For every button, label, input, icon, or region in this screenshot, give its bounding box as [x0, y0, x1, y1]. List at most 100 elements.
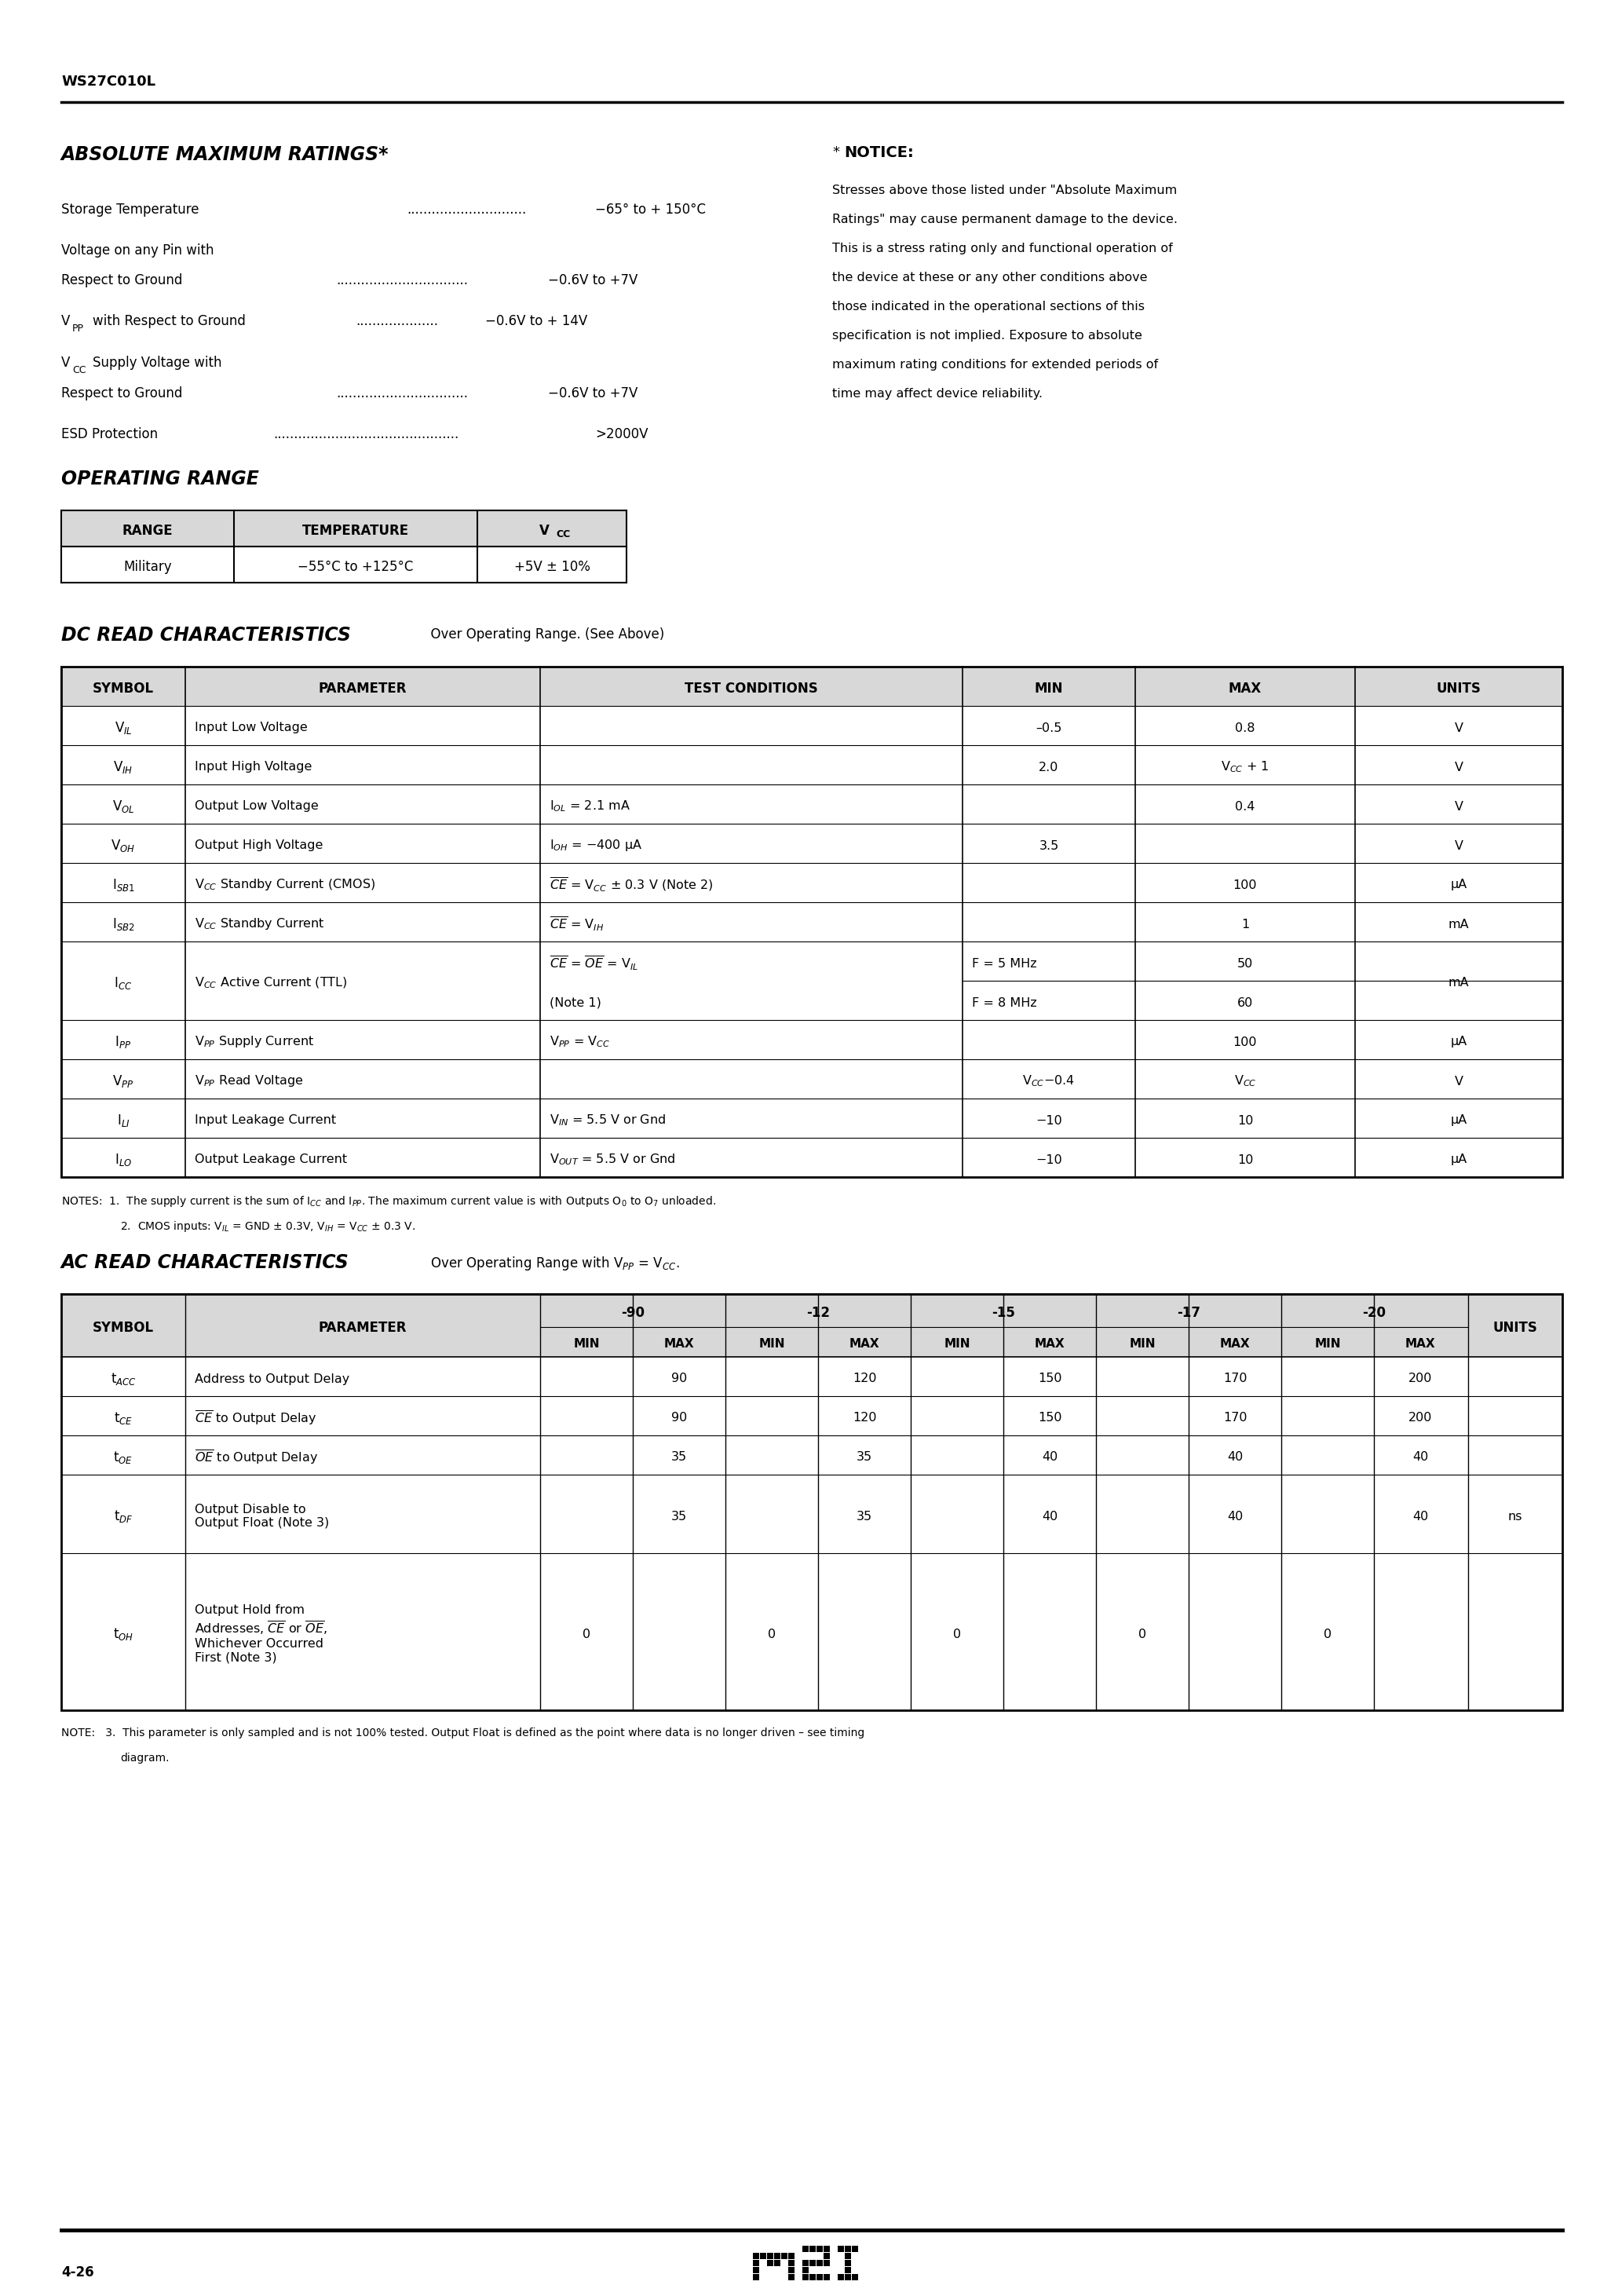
Text: Output Leakage Current: Output Leakage Current [195, 1155, 347, 1166]
Text: mA: mA [1448, 918, 1470, 930]
Text: MIN: MIN [573, 1339, 600, 1350]
Bar [62, 666, 1562, 705]
Bar [62, 863, 1562, 902]
Bar [788, 2252, 795, 2259]
Bar [788, 2266, 795, 2273]
Text: V$_{CC}$: V$_{CC}$ [1234, 1075, 1257, 1088]
Text: *: * [832, 145, 839, 158]
Text: Military: Military [123, 560, 172, 574]
Text: 0: 0 [1324, 1628, 1332, 1639]
Text: t$_{OE}$: t$_{OE}$ [114, 1449, 133, 1465]
Text: Supply Voltage with: Supply Voltage with [92, 356, 222, 370]
Text: 1: 1 [1241, 918, 1249, 930]
Text: 10: 10 [1238, 1155, 1254, 1166]
Text: −10: −10 [1035, 1155, 1062, 1166]
Text: 10: 10 [1238, 1114, 1254, 1127]
Bar [753, 2273, 759, 2280]
Bar [845, 2273, 852, 2280]
Text: $\overline{CE}$ = V$_{IH}$: $\overline{CE}$ = V$_{IH}$ [550, 916, 603, 932]
Text: V: V [1455, 1075, 1463, 1086]
Text: 0: 0 [954, 1628, 960, 1639]
Text: μA: μA [1450, 1114, 1466, 1127]
Text: 35: 35 [672, 1451, 688, 1463]
Bar [753, 2259, 759, 2266]
Bar [62, 902, 1562, 941]
Text: ns: ns [1508, 1511, 1523, 1522]
Text: Input Leakage Current: Input Leakage Current [195, 1114, 336, 1127]
Text: WS27C010L: WS27C010L [62, 73, 156, 90]
Text: F = 5 MHz: F = 5 MHz [972, 957, 1036, 969]
Text: $\overline{CE}$ = $\overline{OE}$ = V$_{IL}$: $\overline{CE}$ = $\overline{OE}$ = V$_{… [550, 955, 639, 974]
Text: Over Operating Range. (See Above): Over Operating Range. (See Above) [422, 627, 665, 641]
Text: V$_{CC}$ + 1: V$_{CC}$ + 1 [1221, 760, 1270, 774]
Bar [803, 2266, 809, 2273]
Text: TEMPERATURE: TEMPERATURE [302, 523, 409, 537]
Text: Output Low Voltage: Output Low Voltage [195, 801, 318, 813]
Text: V$_{IN}$ = 5.5 V or Gnd: V$_{IN}$ = 5.5 V or Gnd [550, 1114, 667, 1127]
Bar [816, 2259, 822, 2266]
Text: t$_{CE}$: t$_{CE}$ [114, 1410, 133, 1426]
Text: −0.6V to +7V: −0.6V to +7V [548, 386, 637, 400]
Text: AC READ CHARACTERISTICS: AC READ CHARACTERISTICS [62, 1254, 349, 1272]
Bar [62, 1139, 1562, 1178]
Text: ABSOLUTE MAXIMUM RATINGS*: ABSOLUTE MAXIMUM RATINGS* [62, 145, 389, 163]
Text: MAX: MAX [850, 1339, 879, 1350]
Text: t$_{ACC}$: t$_{ACC}$ [110, 1371, 136, 1387]
Text: mA: mA [1448, 978, 1470, 990]
Bar [62, 1435, 1562, 1474]
Text: DC READ CHARACTERISTICS: DC READ CHARACTERISTICS [62, 627, 350, 645]
Text: 40: 40 [1041, 1511, 1058, 1522]
Text: F = 8 MHz: F = 8 MHz [972, 996, 1036, 1008]
Text: −65° to + 150°C: −65° to + 150°C [595, 202, 706, 216]
Text: 200: 200 [1408, 1412, 1432, 1424]
Bar [816, 2245, 822, 2252]
Text: Address to Output Delay: Address to Output Delay [195, 1373, 350, 1384]
Text: 0.8: 0.8 [1234, 721, 1255, 735]
Text: V$_{PP}$ = V$_{CC}$: V$_{PP}$ = V$_{CC}$ [550, 1035, 610, 1049]
Bar [809, 2259, 816, 2266]
Text: V: V [1455, 721, 1463, 735]
Text: .............................: ............................. [407, 202, 526, 216]
Text: Output High Voltage: Output High Voltage [195, 840, 323, 852]
Bar [62, 1097, 1562, 1139]
Text: diagram.: diagram. [120, 1752, 169, 1763]
Text: 4-26: 4-26 [62, 2266, 94, 2280]
Text: I$_{CC}$: I$_{CC}$ [114, 976, 133, 992]
Text: 100: 100 [1233, 1035, 1257, 1047]
Text: PARAMETER: PARAMETER [318, 1320, 407, 1334]
Bar [753, 2266, 759, 2273]
Text: 35: 35 [672, 1511, 688, 1522]
Text: $\overline{CE}$ to Output Delay: $\overline{CE}$ to Output Delay [195, 1410, 316, 1428]
Text: V$_{CC}$−0.4: V$_{CC}$−0.4 [1022, 1075, 1075, 1088]
Text: Stresses above those listed under "Absolute Maximum: Stresses above those listed under "Absol… [832, 184, 1178, 195]
Text: μA: μA [1450, 879, 1466, 891]
Text: V: V [62, 356, 70, 370]
Bar [62, 1058, 1562, 1097]
Text: the device at these or any other conditions above: the device at these or any other conditi… [832, 271, 1147, 282]
Text: V: V [62, 315, 70, 328]
Bar [845, 2252, 852, 2259]
Bar [845, 2259, 852, 2266]
Bar [62, 785, 1562, 824]
Text: ESD Protection: ESD Protection [62, 427, 157, 441]
Text: MIN: MIN [1314, 1339, 1341, 1350]
Text: V: V [539, 523, 550, 537]
Bar [852, 2273, 858, 2280]
Bar [62, 1552, 1562, 1711]
Text: I$_{OL}$ = 2.1 mA: I$_{OL}$ = 2.1 mA [550, 799, 631, 813]
Text: This is a stress rating only and functional operation of: This is a stress rating only and functio… [832, 243, 1173, 255]
Text: PARAMETER: PARAMETER [318, 682, 407, 696]
Bar [837, 2273, 843, 2280]
Text: OPERATING RANGE: OPERATING RANGE [62, 471, 260, 489]
Bar [62, 510, 626, 546]
Text: V: V [1455, 801, 1463, 813]
Text: 170: 170 [1223, 1412, 1247, 1424]
Bar [782, 2252, 787, 2259]
Text: 150: 150 [1038, 1412, 1062, 1424]
Bar [62, 746, 1562, 785]
Text: Input High Voltage: Input High Voltage [195, 762, 311, 774]
Text: V$_{IL}$: V$_{IL}$ [114, 721, 133, 735]
Text: +5V ± 10%: +5V ± 10% [514, 560, 590, 574]
Text: −0.6V to + 14V: −0.6V to + 14V [485, 315, 587, 328]
Text: RANGE: RANGE [122, 523, 174, 537]
